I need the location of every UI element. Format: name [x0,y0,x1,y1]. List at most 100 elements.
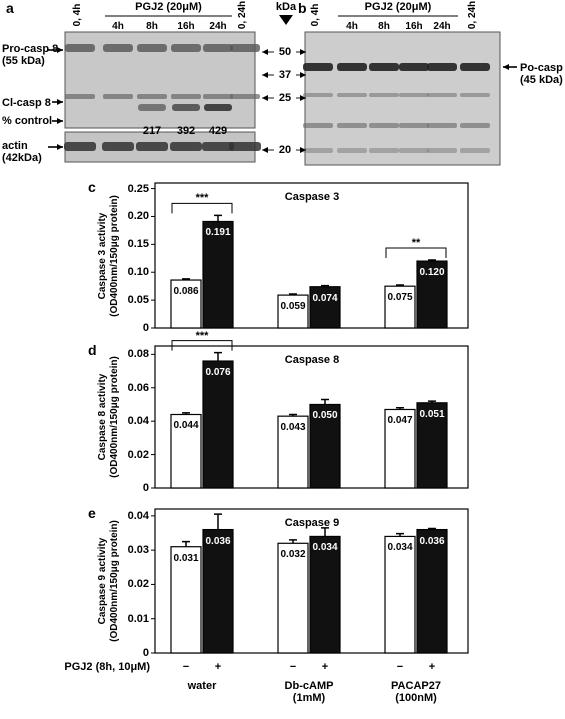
band [103,94,133,99]
error-bar [182,278,190,281]
value-label: 0.076 [205,367,231,379]
error-bar [214,513,222,530]
value-label: 0.074 [312,292,338,304]
band [460,93,490,97]
band [427,148,457,153]
value-label: 0.034 [312,542,338,554]
bar [277,542,309,654]
y-tick-label: 0.05 [127,294,149,307]
value-label: 0.059 [280,301,306,313]
band [171,94,201,99]
error-bar [396,407,404,410]
y-tick-label: 0.01 [127,612,149,625]
chart-title: Caspase 8 [284,354,340,366]
value-label: 0.044 [173,420,199,432]
band [102,142,134,151]
x-tick-label: water [187,680,217,692]
percent-control: 392 [176,125,196,137]
band [202,142,234,151]
percent-control: 429 [208,125,228,137]
y-axis-label: Caspase 3 activity (OD400nm/150μg protei… [97,194,120,317]
lane-label: 0, 24h [237,0,248,30]
panel-label: d [88,342,97,358]
y-tick-label: 0.25 [127,182,149,195]
blot [304,31,501,166]
arrow-head [300,95,306,101]
percent-control: 217 [142,125,162,137]
y-tick-label: 0.10 [127,266,149,279]
value-label: 0.051 [419,408,445,420]
band [427,123,457,128]
band [170,142,202,151]
bar [384,285,416,329]
value-label: 0.034 [387,542,413,554]
error-bar [428,259,436,262]
lane-label: 24h [209,21,227,32]
error-bar [396,284,404,287]
band [399,63,429,71]
bar [202,360,234,489]
marker-label: 25 [278,92,292,104]
band [303,123,333,128]
error-bar [182,412,190,415]
band [64,142,96,151]
band [427,63,457,71]
y-tick-label: 0.20 [127,210,149,223]
y-axis-label: Caspase 8 activity (OD400nm/150μg protei… [97,356,120,478]
band [303,93,333,97]
bar [202,528,234,654]
series-label: + [428,661,436,673]
lane-label: 24h [433,21,451,32]
lane-label: 16h [405,21,423,32]
band [65,94,95,99]
y-tick-label: 0.03 [127,544,149,557]
y-tick-label: 0 [142,482,149,494]
bar [170,413,202,489]
arrow-head [57,47,63,53]
band [203,44,233,52]
treatment-label: PGJ2 (20μM) [364,1,432,13]
bar [170,546,202,654]
arrow-head [57,144,63,150]
arrow-head [57,118,63,124]
row-label: actin (42kDa) [2,140,42,164]
arrow-head [300,147,306,153]
y-tick-label: 0.04 [127,415,149,428]
treatment-label: PGJ2 (20μM) [135,1,202,13]
panel-label: c [88,179,96,195]
marker-label: 20 [278,144,292,156]
band [337,63,367,71]
arrow-head [262,95,268,101]
arrow-head [300,49,306,55]
band [399,148,429,153]
band [203,94,233,99]
band [171,44,201,52]
row-label: % control [2,115,53,127]
error-bar [396,532,404,537]
series-label: − [396,661,404,673]
band [369,148,399,153]
band [230,44,260,52]
band [229,142,261,151]
y-tick-label: 0.02 [127,578,149,591]
lane-label: 8h [146,21,158,32]
significance-bracket [171,340,233,351]
band [337,123,367,128]
significance-bracket [385,247,447,258]
significance: *** [195,329,209,342]
value-label: 0.036 [205,535,231,547]
band [230,94,260,99]
row-label: Po-casp 9 (45 kDa) [520,62,563,86]
y-tick-label: 0 [142,647,149,659]
value-label: 0.032 [280,549,306,561]
band [65,44,95,52]
value-label: 0.191 [205,227,231,239]
band [303,63,333,71]
arrow-head [300,72,306,78]
y-axis-label: Caspase 9 activity (OD400nm/150μg protei… [97,520,120,642]
value-label: 0.043 [280,422,306,434]
band [399,93,429,97]
value-label: 0.031 [173,552,199,564]
band [172,104,200,111]
